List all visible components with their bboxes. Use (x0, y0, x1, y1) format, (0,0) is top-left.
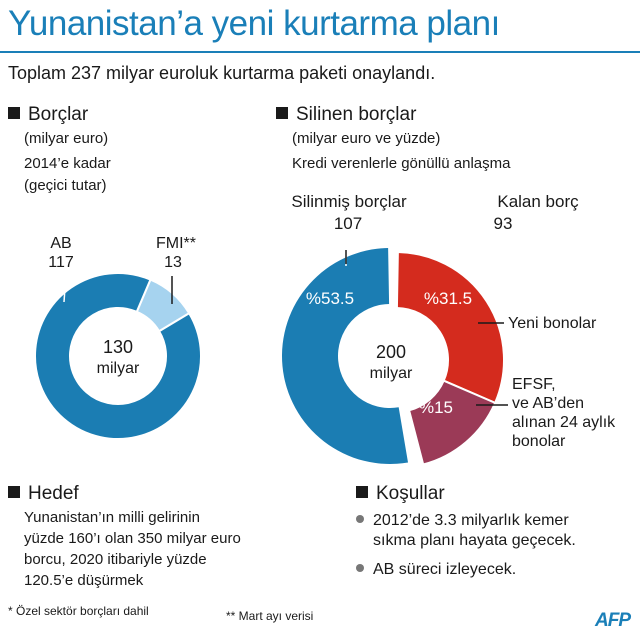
silinen-heading: Silinen borçlar (276, 104, 416, 126)
kosullar-bullet-1: 2012’de 3.3 milyarlık kemer (356, 511, 569, 531)
seg-label-yeni: %31.5 (424, 289, 472, 308)
right-donut-center-value: 200 (376, 342, 406, 362)
borclar-heading: Borçlar (8, 104, 88, 126)
afp-logo: AFP (595, 610, 631, 631)
bullet-square-icon (8, 107, 20, 119)
fmi-label: FMI** (156, 235, 196, 252)
fmi-value: 13 (164, 254, 182, 271)
hedef-line-4: 120.5’e düşürmek (24, 572, 144, 589)
bullet-dot-icon (356, 564, 364, 572)
hedef-line-3: borcu, 2020 itibariyle yüzde (24, 551, 207, 568)
bullet-square-icon (8, 486, 20, 498)
efsf-label-1: EFSF, (512, 376, 556, 393)
donut-segment-yeni-bonolar (395, 250, 505, 405)
seg-label-efsf: %15 (419, 398, 453, 417)
kosullar-bullet-1-line-1: 2012’de 3.3 milyarlık kemer (373, 512, 569, 529)
left-donut-center-value: 130 (103, 337, 133, 357)
right-donut-center-unit: milyar (370, 365, 413, 382)
hedef-heading: Hedef (8, 483, 79, 505)
silinmis-value: 107 (333, 214, 363, 233)
page-subtitle: Toplam 237 milyar euroluk kurtarma paket… (8, 63, 436, 83)
borclar-unit: (milyar euro) (24, 130, 109, 147)
ab-leader-line (63, 273, 67, 303)
title-rule (0, 51, 640, 53)
bullet-dot-icon (356, 515, 364, 523)
borclar-note-1: 2014’e kadar (24, 155, 111, 172)
kosullar-heading: Koşullar (356, 483, 445, 505)
silinmis-label: Silinmiş borçlar (291, 192, 407, 211)
borclar-heading-text: Borçlar (28, 104, 89, 125)
efsf-label-2: ve AB’den (512, 395, 585, 412)
silinen-heading-text: Silinen borçlar (296, 104, 417, 125)
ab-label: AB (50, 235, 72, 252)
page-title: Yunanistan’a yeni kurtarma planı (8, 4, 500, 43)
donut-segment-efsf (407, 379, 497, 466)
hedef-line-2: yüzde 160’ı olan 350 milyar euro (24, 530, 241, 547)
silinen-unit: (milyar euro ve yüzde) (292, 130, 441, 147)
left-donut-center-unit: milyar (97, 360, 140, 377)
footnote-2: ** Mart ayı verisi (226, 609, 314, 623)
kalan-value: 93 (493, 214, 513, 233)
hedef-heading-text: Hedef (28, 483, 79, 504)
efsf-label-3: alınan 24 aylık (512, 414, 616, 431)
efsf-label-4: bonolar (512, 433, 566, 450)
kosullar-bullet-2: AB süreci izleyecek. (356, 560, 516, 580)
footnote-1: * Özel sektör borçları dahil (8, 604, 149, 618)
kosullar-bullet-1-line-2: sıkma planı hayata geçecek. (373, 532, 576, 549)
ab-value: 117 (48, 254, 74, 271)
hedef-line-1: Yunanistan’ın milli gelirinin (24, 509, 200, 526)
kosullar-bullet-2-text: AB süreci izleyecek. (373, 561, 517, 578)
bullet-square-icon (356, 486, 368, 498)
kalan-label: Kalan borç (497, 192, 579, 211)
yeni-bonolar-label: Yeni bonolar (508, 315, 597, 332)
silinen-note: Kredi verenlerle gönüllü anlaşma (292, 155, 511, 172)
donut-segment-silinmis (281, 248, 409, 465)
borclar-note-2: (geçici tutar) (24, 177, 107, 194)
seg-label-silinmis: %53.5 (306, 289, 354, 308)
bullet-square-icon (276, 107, 288, 119)
donut-segment-ab (34, 272, 202, 440)
kosullar-heading-text: Koşullar (376, 483, 445, 504)
